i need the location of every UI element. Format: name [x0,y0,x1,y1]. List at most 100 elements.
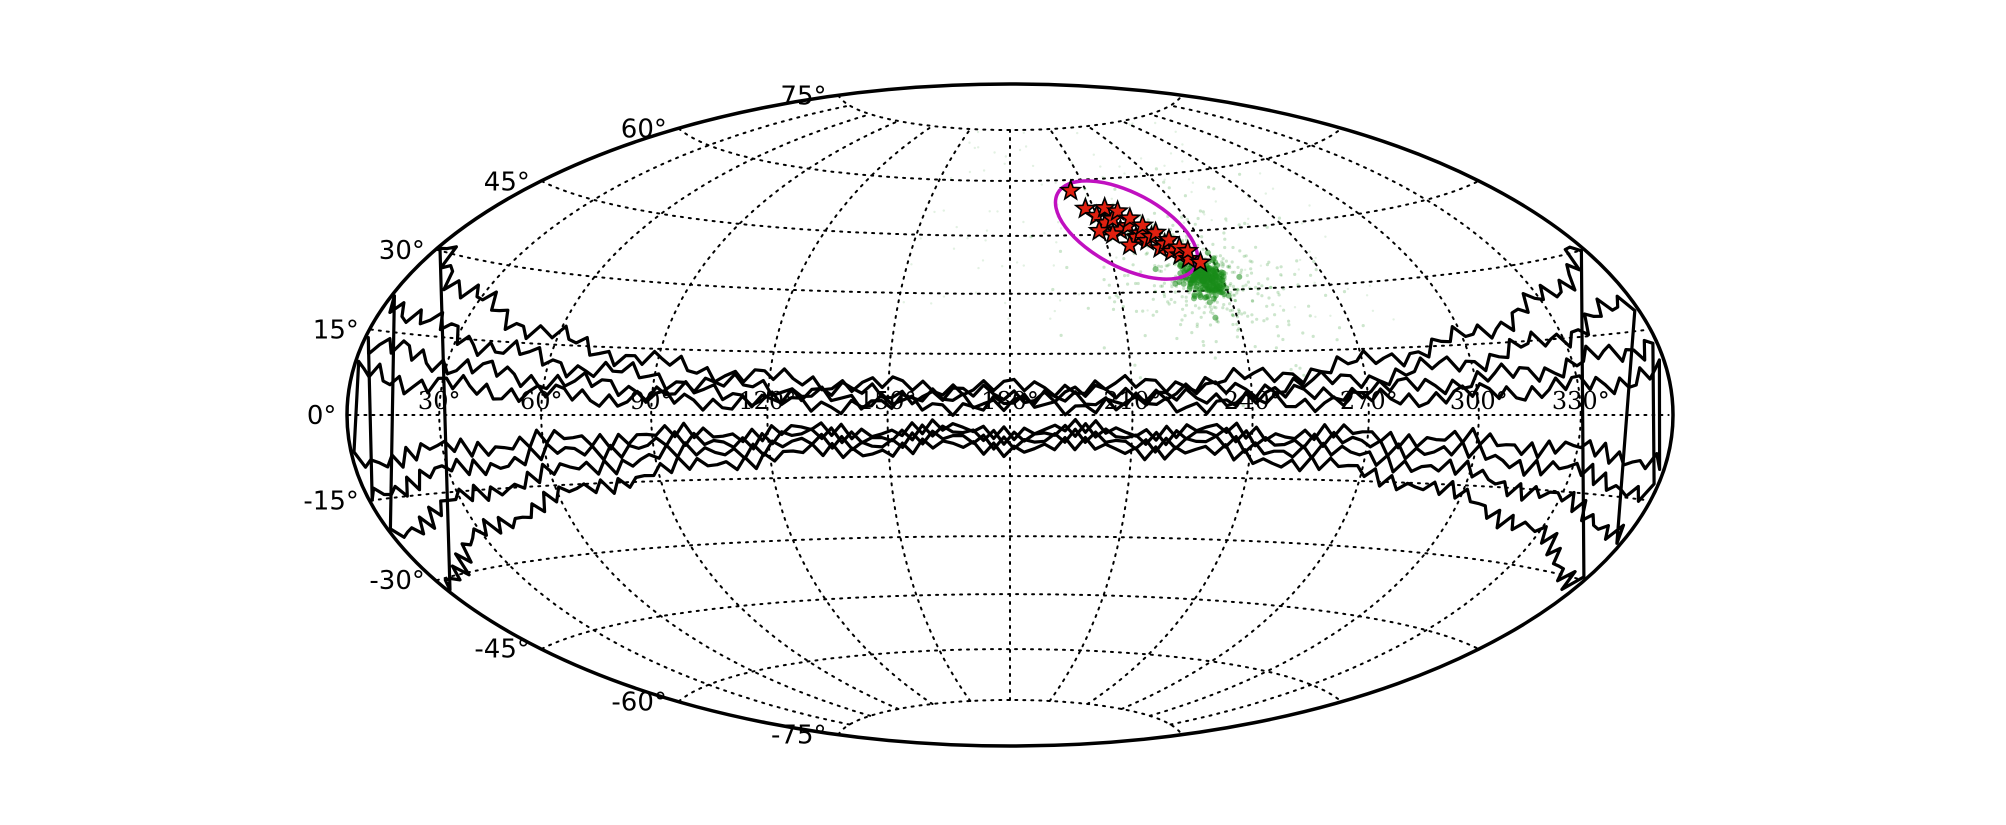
cloud-dot [1232,287,1236,291]
cloud-dot [1287,319,1291,323]
cloud-dot [1126,273,1130,277]
cloud-dot [1167,263,1171,267]
cloud-dot [1249,267,1253,271]
cloud-dot [1052,264,1056,267]
cloud-dot [1138,376,1142,380]
cloud-dot [1197,276,1201,280]
cloud-dot [1177,264,1181,268]
cloud-dot [1209,310,1213,314]
cloud-dot [1116,295,1120,299]
cloud-dot [1015,261,1019,264]
cloud-dot [1184,299,1188,303]
cloud-dot [1197,294,1204,301]
cloud-dot [1166,214,1170,219]
cloud-dot [1201,210,1205,214]
cloud-dot [968,141,971,144]
cloud-dot [1180,215,1184,219]
cloud-dot [1302,373,1306,377]
cloud-dot [1205,301,1209,305]
cloud-dot [1224,259,1228,263]
cloud-dot [1371,309,1375,312]
cloud-dot [1115,256,1118,259]
lon-tick-label: 300° [1450,387,1508,415]
cloud-dot [1247,196,1250,199]
cloud-dot [1193,283,1200,290]
cloud-dot [1279,265,1283,269]
cloud-dot [1113,300,1117,304]
cloud-dot [1244,283,1248,287]
cloud-dot [1212,305,1216,309]
cloud-dot [1162,281,1166,285]
cloud-dot [1221,263,1226,267]
cloud-dot [1197,306,1201,310]
cloud-dot [1281,337,1285,342]
cloud-dot [1223,245,1227,250]
cloud-dot [1040,183,1044,186]
meridian-30 [438,104,851,726]
cloud-dot [902,301,905,304]
cloud-dot [1164,264,1168,268]
cloud-dot [1222,290,1226,294]
cloud-dot [1296,283,1300,287]
meridian-240 [1086,125,1254,705]
cloud-dot [1218,273,1225,280]
cloud-dot [1154,167,1158,171]
cloud-dot [1229,290,1233,295]
cloud-dot [1256,287,1260,291]
cloud-dot [1311,334,1315,338]
cloud-dot [1196,282,1200,286]
cloud-dot [1314,268,1318,272]
cloud-dot [1227,264,1232,268]
cloud-dot [1200,277,1204,281]
cloud-dot [1195,322,1199,326]
cloud-dot [1313,281,1316,284]
cloud-dot [1144,252,1148,256]
cloud-dot [1146,309,1149,312]
cloud-dot [1214,306,1218,310]
cloud-dot [1309,273,1313,277]
cloud-dot [1203,294,1210,300]
cloud-dot [1248,259,1252,263]
cloud-dot [1158,269,1162,273]
star-marker [1093,195,1117,219]
cloud-dot [1222,295,1226,299]
cloud-dot [1199,315,1203,319]
cloud-dot [1057,221,1060,224]
cloud-dot [1308,204,1311,207]
cloud-dot [1267,296,1271,300]
cloud-dot [1231,313,1235,317]
lat-tick-label: 75° [780,82,826,112]
cloud-dot [1141,309,1145,313]
cloud-dot [1136,281,1140,286]
cloud-dot [1159,269,1163,273]
cloud-dot [1070,161,1074,164]
cloud-dot [1086,306,1090,310]
cloud-dot [1206,295,1210,300]
star-marker [1118,233,1142,256]
cloud-dot [1110,197,1114,200]
cloud-dot [1244,268,1247,271]
cloud-dot [1213,293,1217,297]
cloud-dot [1202,311,1206,315]
cloud-dot [1123,172,1126,175]
cloud-dot [1365,294,1369,297]
cloud-dot [976,130,980,134]
parallel-45 [540,180,1478,237]
cloud-dot [1222,231,1226,235]
cloud-dot [1231,245,1235,250]
cloud-dot [1173,290,1177,294]
cloud-dot [1197,295,1201,299]
cloud-dot [1222,279,1226,283]
cloud-dot [1228,309,1232,313]
cloud-dot [1314,256,1317,260]
cloud-dot [1254,285,1258,289]
cloud-dot [1202,343,1206,347]
cloud-dot [1262,319,1266,323]
cloud-dot [1134,281,1138,286]
cloud-dot [1043,232,1046,235]
cloud-dot [1166,300,1170,304]
meridian-330 [1169,104,1582,726]
cloud-dot [1246,222,1250,226]
cloud-dot [1213,255,1217,259]
cloud-dot [1209,294,1213,299]
